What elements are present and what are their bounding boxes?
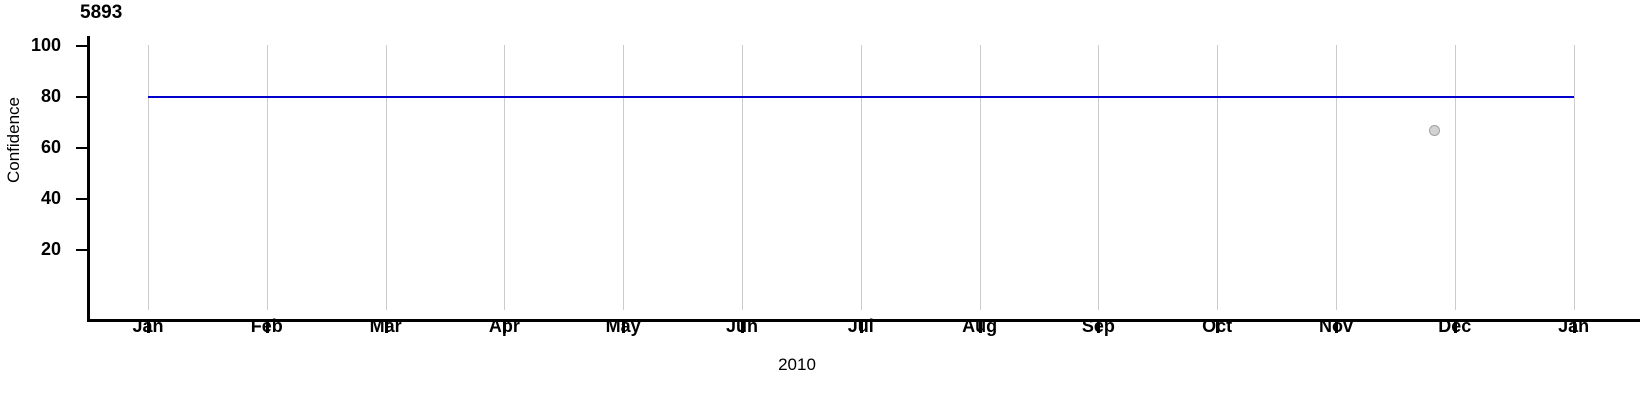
x-axis-tick: [978, 322, 982, 333]
y-axis-tick-label: 20: [40, 239, 61, 259]
y-axis-tick-label: 100: [30, 35, 61, 55]
x-axis-tick: [1335, 322, 1338, 333]
gridline-vertical: [860, 45, 862, 310]
x-axis-title-text: 2010: [778, 355, 816, 374]
y-axis-tick-label: 40: [40, 188, 61, 208]
x-axis-tick-label: Sep: [1081, 316, 1115, 336]
x-axis-line: [87, 319, 1640, 322]
x-axis-tick: [384, 322, 388, 333]
x-axis-tick-label: Jun: [725, 316, 758, 336]
x-axis-tick: [741, 322, 744, 333]
gridline-vertical: [266, 45, 268, 310]
x-axis-tick-label: Apr: [488, 316, 520, 336]
x-axis-tick: [859, 322, 863, 333]
x-axis-tick-label: Mar: [369, 316, 402, 336]
x-axis-tick-label: Jul: [847, 316, 874, 336]
threshold-line: [148, 96, 1574, 98]
y-axis-tick: [76, 198, 87, 200]
gridline-vertical: [1336, 45, 1337, 310]
x-axis-tick: [622, 322, 626, 333]
gridline-vertical: [1098, 45, 1100, 310]
gridline-vertical: [742, 45, 743, 310]
y-axis-tick: [76, 249, 87, 251]
x-axis-tick: [1453, 322, 1457, 333]
y-axis-tick: [76, 147, 87, 149]
gridline-vertical: [1573, 45, 1575, 310]
x-axis-tick: [265, 322, 269, 333]
x-axis-tick: [147, 322, 150, 333]
y-axis-tick: [76, 45, 87, 47]
x-axis-tick-label: Nov: [1318, 316, 1353, 336]
chart-title: 5893: [80, 2, 123, 23]
x-axis-tick-label: Feb: [250, 316, 283, 336]
y-axis-tick-label: 60: [40, 137, 61, 157]
gridline-vertical: [385, 45, 387, 310]
x-axis-tick: [1216, 322, 1220, 333]
gridline-vertical: [148, 45, 149, 310]
x-axis-tick: [1097, 322, 1101, 333]
x-axis-tick-label: Oct: [1202, 316, 1233, 336]
gridline-vertical: [623, 45, 625, 310]
x-axis-tick: [503, 322, 507, 333]
x-axis-tick-label: Aug: [962, 316, 998, 336]
y-axis-line: [87, 36, 90, 322]
x-axis-title: 2010: [0, 355, 1650, 375]
gridline-vertical: [504, 45, 506, 310]
data-point[interactable]: [1429, 124, 1441, 136]
x-axis-tick-label: May: [605, 316, 641, 336]
y-axis-tick: [76, 96, 87, 98]
y-axis-tick-label: 80: [40, 86, 61, 106]
gridline-vertical: [1454, 45, 1456, 310]
x-axis-tick-label: Dec: [1438, 316, 1472, 336]
x-axis-tick: [1572, 322, 1576, 333]
gridline-vertical: [1217, 45, 1219, 310]
gridline-vertical: [979, 45, 981, 310]
x-axis-tick-label: Jan: [1558, 316, 1590, 336]
x-axis-tick-label: Jan: [132, 316, 164, 336]
